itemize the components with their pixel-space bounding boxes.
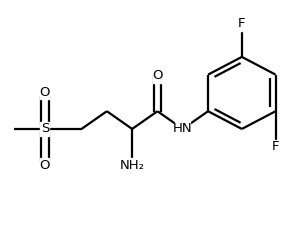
Bar xyxy=(41,122,49,136)
Bar xyxy=(122,158,143,173)
Bar xyxy=(271,140,280,154)
Text: HN: HN xyxy=(173,122,193,136)
Text: NH₂: NH₂ xyxy=(120,159,145,172)
Text: O: O xyxy=(40,86,50,99)
Bar xyxy=(153,69,162,83)
Text: F: F xyxy=(272,140,279,153)
Text: O: O xyxy=(152,69,163,82)
Bar xyxy=(41,85,49,99)
Bar xyxy=(237,17,246,31)
Text: O: O xyxy=(40,159,50,172)
Text: S: S xyxy=(41,122,49,136)
Bar xyxy=(175,122,190,136)
Text: F: F xyxy=(238,17,246,30)
Bar xyxy=(41,158,49,173)
